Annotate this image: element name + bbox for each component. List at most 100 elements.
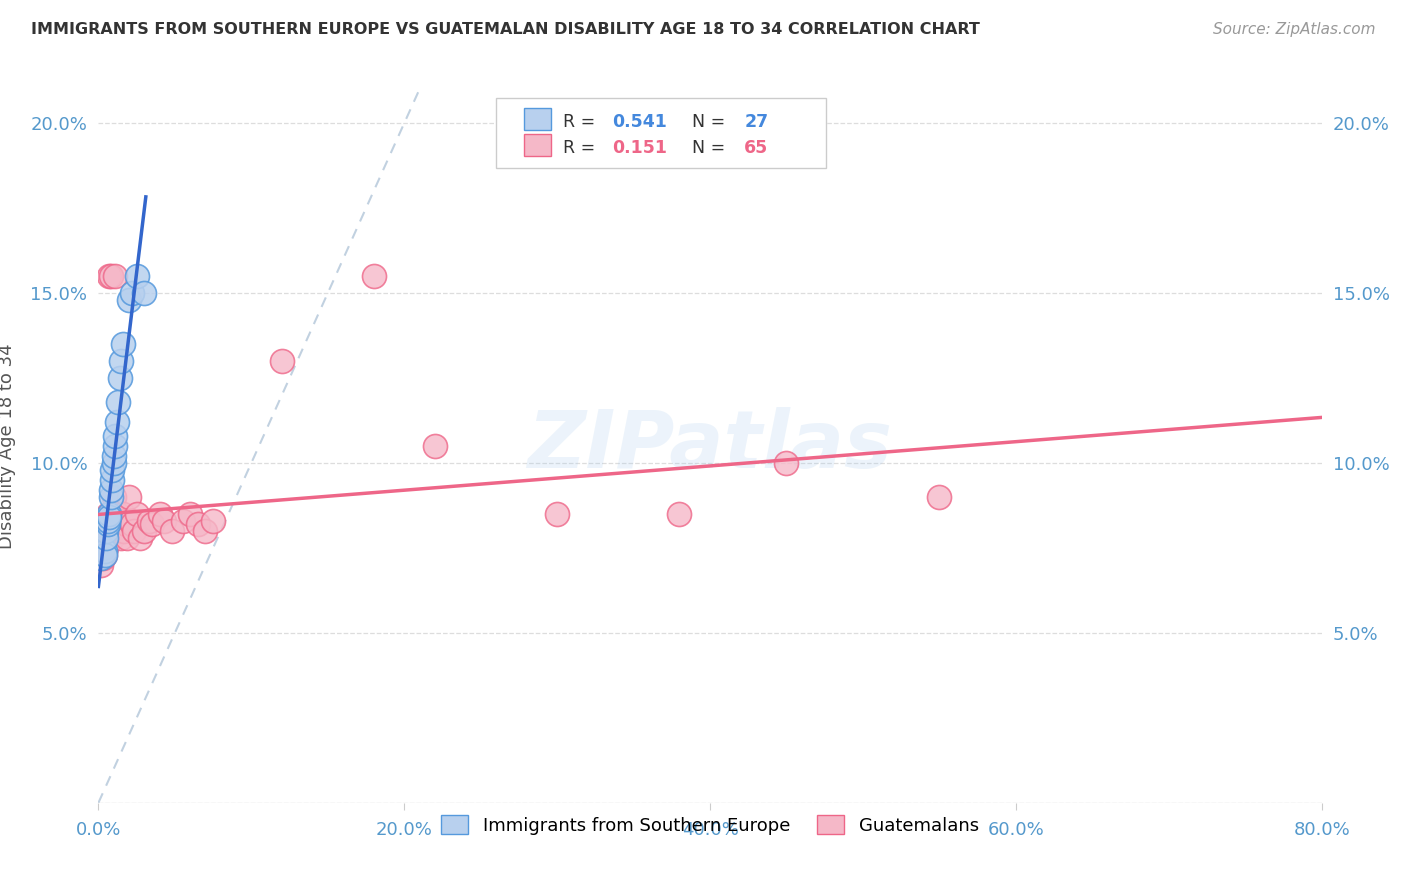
Point — [98, 507, 121, 521]
FancyBboxPatch shape — [524, 134, 551, 155]
Point — [93, 548, 115, 562]
Point — [111, 337, 134, 351]
Point — [110, 354, 132, 368]
Point — [187, 517, 209, 532]
Point — [97, 517, 120, 532]
Point — [93, 531, 115, 545]
Point — [149, 507, 172, 521]
Point — [97, 507, 120, 521]
Point — [103, 456, 125, 470]
Point — [125, 507, 148, 521]
Point — [101, 531, 124, 545]
Point — [98, 517, 121, 532]
Text: 0.541: 0.541 — [612, 113, 666, 131]
Point — [98, 531, 121, 545]
Point — [160, 524, 183, 538]
Point — [94, 524, 117, 538]
Text: 0.151: 0.151 — [612, 139, 668, 157]
Point — [108, 524, 131, 538]
Point — [90, 551, 112, 566]
Point — [104, 439, 127, 453]
Point — [103, 490, 125, 504]
FancyBboxPatch shape — [524, 109, 551, 130]
Point — [105, 524, 128, 538]
Point — [111, 507, 134, 521]
Point — [117, 531, 139, 545]
Point — [103, 449, 125, 463]
Point — [100, 483, 122, 498]
Point — [100, 490, 122, 504]
Text: N =: N = — [692, 139, 731, 157]
Point — [112, 524, 135, 538]
FancyBboxPatch shape — [496, 98, 827, 168]
Text: R =: R = — [564, 139, 606, 157]
Point — [91, 544, 114, 558]
Text: 27: 27 — [744, 113, 769, 131]
Text: R =: R = — [564, 113, 600, 131]
Point — [103, 507, 125, 521]
Point — [118, 293, 141, 307]
Point — [110, 514, 132, 528]
Point — [423, 439, 446, 453]
Point — [194, 524, 217, 538]
Point — [121, 517, 143, 532]
Point — [134, 286, 156, 301]
Point — [97, 514, 120, 528]
Point — [105, 514, 128, 528]
Point — [93, 544, 115, 558]
Point — [363, 269, 385, 284]
Legend: Immigrants from Southern Europe, Guatemalans: Immigrants from Southern Europe, Guatema… — [432, 806, 988, 844]
Point — [118, 490, 141, 504]
Point — [122, 524, 145, 538]
Point — [94, 517, 117, 532]
Point — [93, 548, 115, 562]
Point — [90, 548, 112, 562]
Point — [94, 531, 117, 545]
Point — [94, 541, 117, 555]
Point — [91, 541, 114, 555]
Point — [107, 517, 129, 532]
Point — [121, 286, 143, 301]
Point — [138, 514, 160, 528]
Point — [115, 517, 138, 532]
Point — [98, 510, 121, 524]
Point — [104, 429, 127, 443]
Point — [107, 507, 129, 521]
Point — [110, 531, 132, 545]
Point — [97, 524, 120, 538]
Point — [104, 517, 127, 532]
Point — [101, 473, 124, 487]
Text: N =: N = — [692, 113, 731, 131]
Y-axis label: Disability Age 18 to 34: Disability Age 18 to 34 — [0, 343, 17, 549]
Text: 65: 65 — [744, 139, 769, 157]
Point — [668, 507, 690, 521]
Point — [107, 394, 129, 409]
Point — [100, 524, 122, 538]
Point — [108, 371, 131, 385]
Point — [90, 534, 112, 549]
Point — [141, 517, 163, 532]
Point — [270, 354, 292, 368]
Point — [153, 514, 176, 528]
Point — [94, 531, 117, 545]
Point — [97, 514, 120, 528]
Point — [100, 269, 122, 284]
Point — [93, 537, 115, 551]
Point — [179, 507, 201, 521]
Point — [172, 514, 194, 528]
Point — [98, 269, 121, 284]
Text: Source: ZipAtlas.com: Source: ZipAtlas.com — [1212, 22, 1375, 37]
Point — [94, 524, 117, 538]
Point — [101, 514, 124, 528]
Text: ZIPatlas: ZIPatlas — [527, 407, 893, 485]
Point — [104, 269, 127, 284]
Point — [202, 514, 225, 528]
Point — [546, 507, 568, 521]
Point — [103, 524, 125, 538]
Point — [128, 531, 150, 545]
Point — [928, 490, 950, 504]
Point — [90, 558, 112, 572]
Point — [134, 524, 156, 538]
Point — [105, 415, 128, 429]
Point — [120, 514, 142, 528]
